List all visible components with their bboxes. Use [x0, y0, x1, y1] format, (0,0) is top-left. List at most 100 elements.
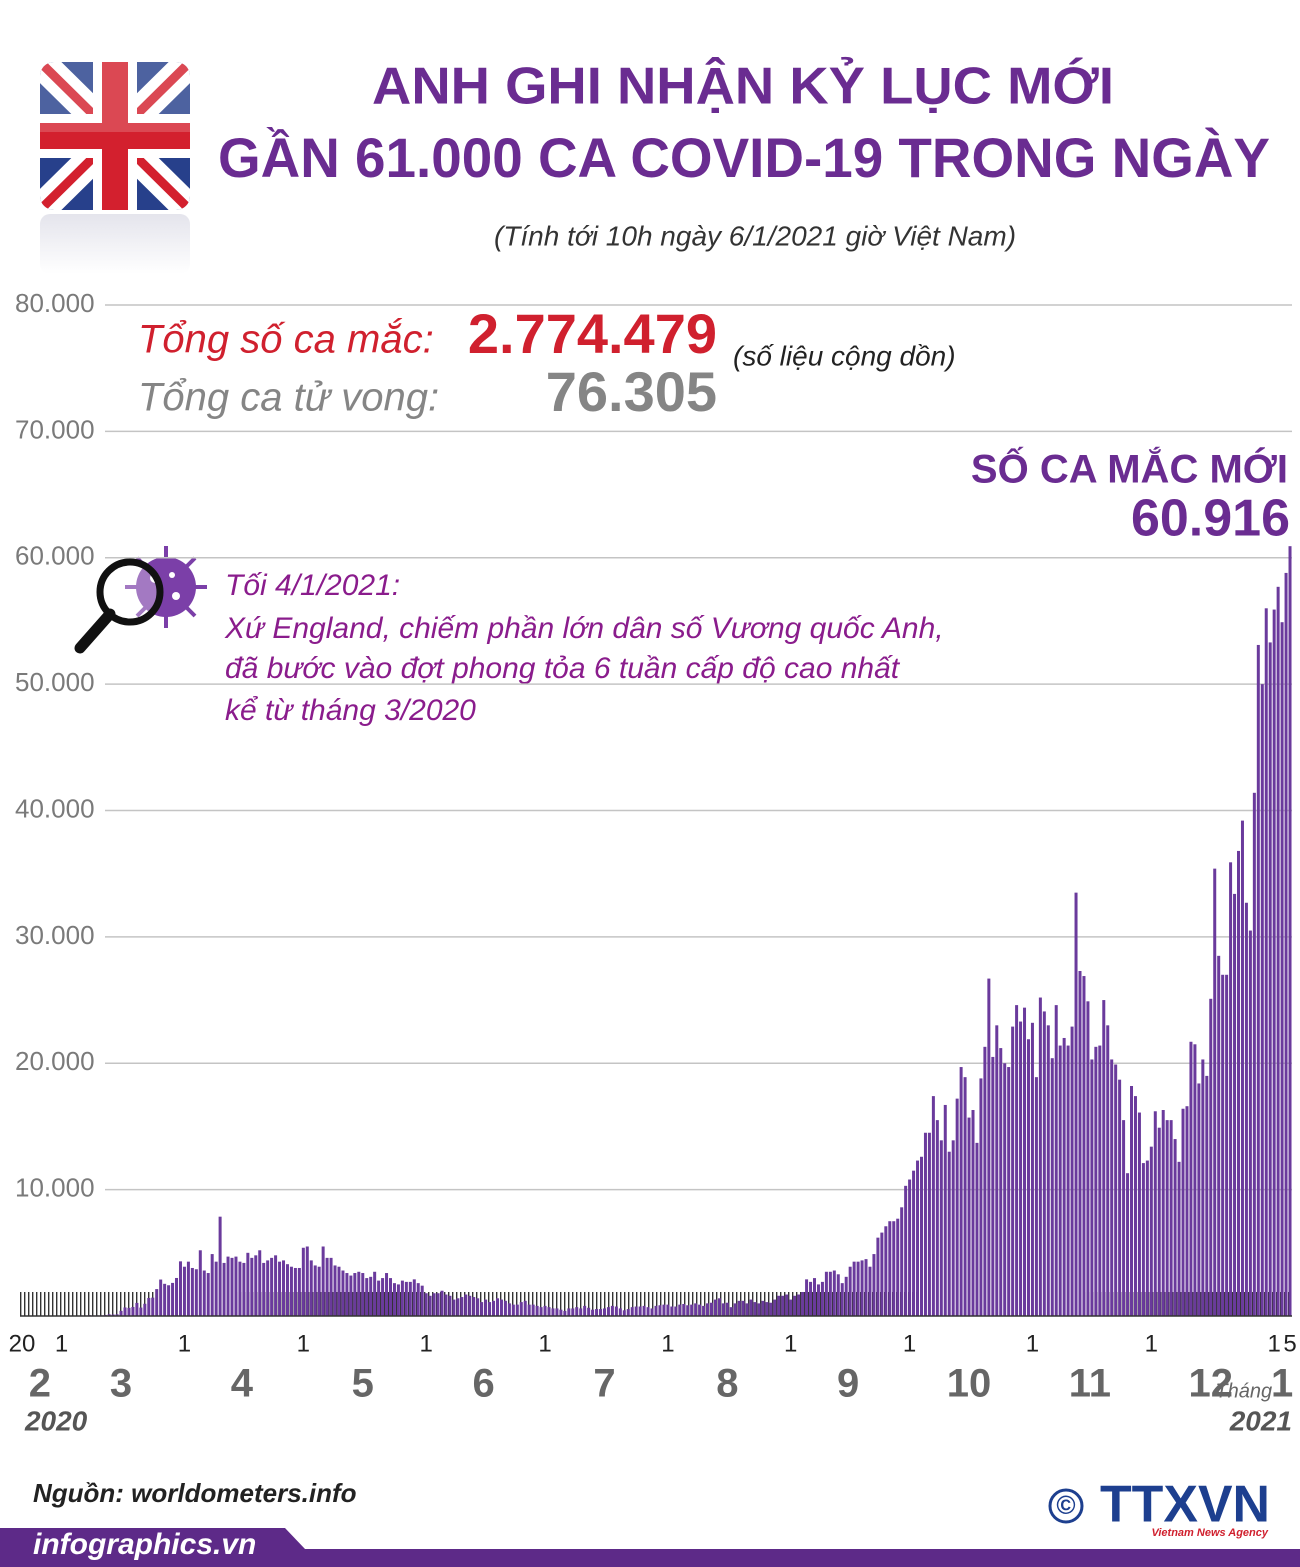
bar: [1023, 1007, 1027, 1316]
bar: [151, 1297, 155, 1316]
month-label: 7: [593, 1362, 615, 1406]
bar: [404, 1281, 408, 1316]
bar: [801, 1291, 805, 1316]
bar: [297, 1267, 301, 1316]
bar: [1026, 1039, 1030, 1316]
day-tick-label: 1: [419, 1330, 432, 1357]
bar: [258, 1250, 262, 1316]
bar: [1090, 1059, 1094, 1316]
bar: [357, 1271, 361, 1316]
bar: [844, 1276, 848, 1316]
bar: [361, 1273, 365, 1316]
bar: [947, 1151, 951, 1316]
bar: [789, 1299, 793, 1316]
bar: [987, 978, 991, 1316]
bar: [999, 1048, 1003, 1316]
bar: [480, 1302, 484, 1316]
bar: [218, 1216, 222, 1316]
bar: [1070, 1026, 1074, 1316]
bar: [555, 1308, 559, 1316]
bar: [1201, 1059, 1205, 1316]
bar: [254, 1255, 258, 1316]
bar: [210, 1254, 214, 1316]
bar: [282, 1260, 286, 1316]
bar: [119, 1310, 123, 1316]
bar: [1189, 1041, 1193, 1316]
year-label: 2020: [24, 1405, 88, 1436]
bar: [1030, 1022, 1034, 1316]
bar: [599, 1309, 603, 1316]
bar: [167, 1285, 171, 1316]
bar: [828, 1271, 832, 1316]
bar: [499, 1299, 503, 1316]
bar: [492, 1300, 496, 1316]
month-prefix: Tháng: [1215, 1380, 1272, 1402]
bar: [848, 1266, 852, 1316]
bar: [824, 1271, 828, 1316]
month-label: 9: [837, 1362, 859, 1406]
bar: [904, 1185, 908, 1316]
bar: [333, 1265, 337, 1316]
bar: [737, 1300, 741, 1316]
title-line: ANH GHI NHẬN KỶ LỤC MỚI: [372, 57, 1114, 116]
bar: [602, 1308, 606, 1316]
day-tick-label: 1: [297, 1330, 310, 1357]
bar: [472, 1297, 476, 1316]
bar: [543, 1305, 547, 1316]
bar: [1074, 892, 1078, 1316]
bar: [1066, 1045, 1070, 1316]
bar: [935, 1120, 939, 1316]
bar: [143, 1303, 147, 1316]
bar: [733, 1303, 737, 1316]
bar: [678, 1304, 682, 1316]
bar: [785, 1294, 789, 1316]
bar: [765, 1302, 769, 1316]
bar: [1276, 586, 1280, 1316]
day-tick-label: 1: [1267, 1330, 1280, 1357]
bar: [412, 1279, 416, 1316]
bar: [369, 1276, 373, 1316]
bar: [1126, 1173, 1130, 1316]
bar: [900, 1207, 904, 1316]
bar: [1256, 644, 1260, 1316]
bar: [266, 1260, 270, 1316]
bar: [884, 1226, 888, 1316]
bar: [908, 1179, 912, 1316]
bar: [1153, 1111, 1157, 1316]
bar: [626, 1309, 630, 1316]
flag-reflection: [40, 214, 190, 274]
bar: [646, 1307, 650, 1316]
bar: [321, 1246, 325, 1316]
bar: [606, 1307, 610, 1316]
bar: [912, 1170, 916, 1316]
bar: [190, 1267, 194, 1316]
bar: [662, 1304, 666, 1316]
bar: [1217, 955, 1221, 1316]
bar: [797, 1294, 801, 1316]
month-label: 12: [1189, 1362, 1234, 1406]
bar: [527, 1304, 531, 1316]
title-line: GẦN 61.000 CA COVID-19 TRONG NGÀY: [218, 126, 1270, 189]
virus-icon: [74, 546, 207, 654]
bar: [595, 1309, 599, 1316]
bar: [1149, 1146, 1153, 1316]
annotation-line: Xứ England, chiếm phần lớn dân số Vương …: [224, 612, 944, 645]
bar: [745, 1303, 749, 1316]
bar: [749, 1299, 753, 1316]
bar: [1268, 642, 1272, 1316]
bar: [888, 1221, 892, 1316]
bar: [761, 1300, 765, 1316]
bar: [495, 1298, 499, 1316]
bar: [971, 1110, 975, 1316]
bar: [1248, 930, 1252, 1316]
bar: [579, 1308, 583, 1316]
month-label: 4: [231, 1362, 254, 1406]
day-tick-label: 1: [784, 1330, 797, 1357]
annotation-line: kể từ tháng 3/2020: [225, 694, 476, 727]
bar: [709, 1302, 713, 1316]
bar: [1181, 1108, 1185, 1316]
cases-value: 2.774.479: [468, 302, 717, 365]
bar: [381, 1278, 385, 1316]
bar: [230, 1257, 234, 1316]
